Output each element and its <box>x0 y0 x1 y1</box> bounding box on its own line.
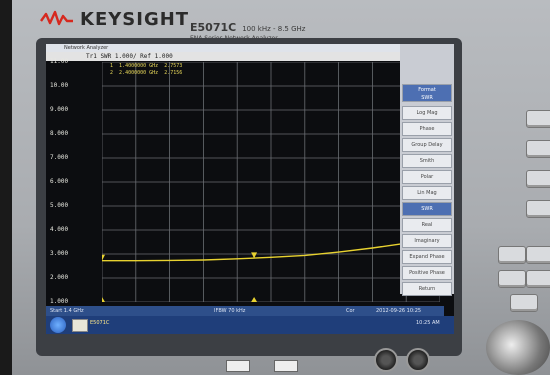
hw-button-3[interactable] <box>526 170 550 188</box>
marker-2-value: 2.7156 <box>164 70 183 76</box>
status-datetime: 2012-09-26 10:25 <box>376 308 422 314</box>
marker-readout-1: 1 1.4000000 GHz 2.7573 <box>110 63 182 69</box>
softkey-header-title: Format <box>418 87 436 93</box>
marker-1-value: 2.7573 <box>164 63 183 69</box>
rotary-knob-left[interactable] <box>374 348 398 372</box>
hw-button-6[interactable] <box>526 246 550 264</box>
rotary-knob-right[interactable] <box>406 348 430 372</box>
softkey-lin-mag[interactable]: Lin Mag <box>402 186 452 200</box>
left-background <box>0 0 12 375</box>
y-tick-label: 4.000 <box>50 226 69 233</box>
marker-2-triangle <box>102 254 105 261</box>
status-bar: Start 1.4 GHz IFBW 70 kHz Cor 2012-09-26… <box>46 306 444 316</box>
trace-label: Tr1 SWR 1.000/ Ref 1.000 <box>86 53 173 60</box>
softkey-panel: Format SWR Log Mag Phase Group Delay Smith P… <box>400 44 454 296</box>
swr-plot[interactable] <box>102 62 440 302</box>
y-tick-label: 11.00 <box>50 58 69 65</box>
hw-button-4[interactable] <box>526 200 550 218</box>
status-cor: Cor <box>346 308 355 314</box>
marker-2-freq: 2.4000000 GHz <box>119 70 159 76</box>
softkey-polar[interactable]: Polar <box>402 170 452 184</box>
hw-button-5[interactable] <box>498 246 526 264</box>
usb-port-1 <box>226 360 250 372</box>
softkey-real[interactable]: Real <box>402 218 452 232</box>
taskbar: E5071C 10:25 AM <box>46 316 454 334</box>
y-tick-label: 10.00 <box>50 82 69 89</box>
softkey-imaginary[interactable]: Imaginary <box>402 234 452 248</box>
start-button[interactable] <box>50 317 66 333</box>
hw-button-8[interactable] <box>526 270 550 288</box>
marker-readout-2: 2 2.4000000 GHz 2.7156 <box>110 70 182 76</box>
y-tick-label: 5.000 <box>50 202 69 209</box>
softkey-swr[interactable]: SWR <box>402 202 452 216</box>
window-titlebar: Network Analyzer <box>46 44 454 52</box>
taskbar-app-label: E5071C <box>90 320 110 326</box>
y-tick-label: 3.000 <box>50 250 69 257</box>
display-screen: Network Analyzer Tr1 SWR 1.000/ Ref 1.00… <box>46 44 454 334</box>
softkey-log-mag[interactable]: Log Mag <box>402 106 452 120</box>
taskbar-clock: 10:25 AM <box>416 320 440 326</box>
marker-1-triangle <box>251 252 258 259</box>
hw-button-9[interactable] <box>510 294 538 312</box>
app-taskbar-icon[interactable] <box>72 319 88 332</box>
softkey-header-value: SWR <box>421 95 433 101</box>
y-tick-label: 9.000 <box>50 106 69 113</box>
window-title: Network Analyzer <box>64 45 109 51</box>
softkey-expand-phase[interactable]: Expand Phase <box>402 250 452 264</box>
status-start: Start 1.4 GHz <box>50 308 84 314</box>
marker-1-freq: 1.4000000 GHz <box>119 63 159 69</box>
y-tick-label: 2.000 <box>50 274 69 281</box>
trace-header[interactable]: Tr1 SWR 1.000/ Ref 1.000 <box>46 52 444 61</box>
marker-1-id: 1 <box>110 63 114 69</box>
softkey-return[interactable]: Return <box>402 282 452 296</box>
softkey-phase[interactable]: Phase <box>402 122 452 136</box>
hw-button-2[interactable] <box>526 140 550 158</box>
status-ifbw: IFBW 70 kHz <box>214 308 246 314</box>
keysight-logo-icon <box>40 10 73 26</box>
rf-port-connector[interactable] <box>486 320 550 375</box>
marker-2-id: 2 <box>110 70 114 76</box>
marker-1-bottom-indicator <box>251 297 258 302</box>
softkey-group-delay[interactable]: Group Delay <box>402 138 452 152</box>
usb-port-2 <box>274 360 298 372</box>
model-number: E5071C <box>190 21 237 34</box>
brand-name: KEYSIGHT <box>80 8 190 30</box>
swr-trace-line <box>102 236 440 262</box>
y-tick-label: 6.000 <box>50 178 69 185</box>
softkey-header[interactable]: Format SWR <box>402 84 452 102</box>
frequency-spec: 100 kHz - 8.5 GHz <box>242 25 306 33</box>
marker-2-bottom-indicator <box>102 297 105 302</box>
hw-button-1[interactable] <box>526 110 550 128</box>
softkey-positive-phase[interactable]: Positive Phase <box>402 266 452 280</box>
softkey-smith[interactable]: Smith <box>402 154 452 168</box>
y-tick-label: 7.000 <box>50 154 69 161</box>
hw-button-7[interactable] <box>498 270 526 288</box>
y-tick-label: 1.000 <box>50 298 69 305</box>
y-tick-label: 8.000 <box>50 130 69 137</box>
brand-header: KEYSIGHT <box>40 4 189 34</box>
